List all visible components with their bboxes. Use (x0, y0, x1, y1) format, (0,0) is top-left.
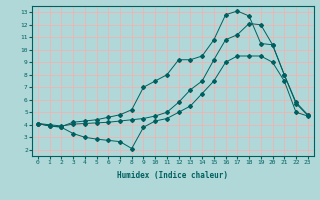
X-axis label: Humidex (Indice chaleur): Humidex (Indice chaleur) (117, 171, 228, 180)
